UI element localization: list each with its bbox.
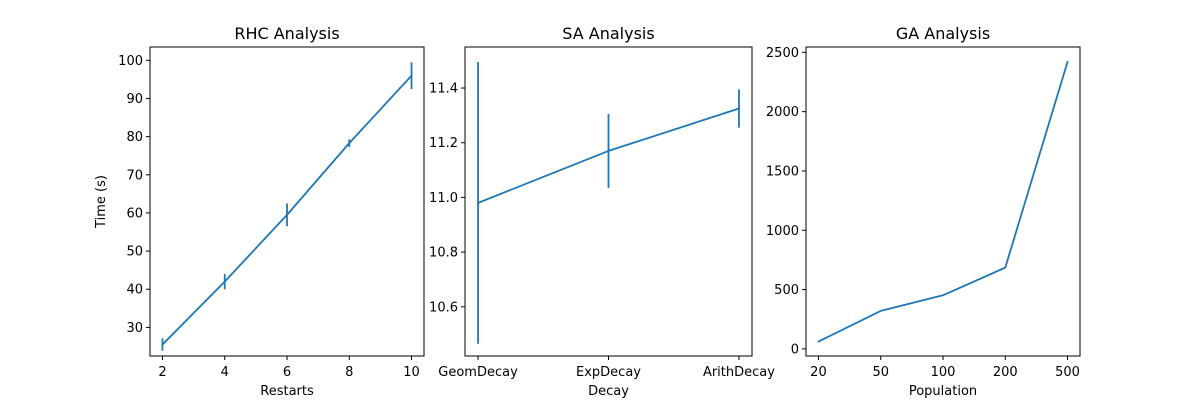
x-axis-label: Restarts [260, 384, 314, 399]
y-axis-label: Time (s) [94, 175, 109, 229]
y-tick-label: 40 [126, 283, 143, 298]
x-tick-label: 100 [931, 365, 956, 380]
y-tick-label: 80 [126, 130, 143, 145]
x-tick-label: GeomDecay [438, 365, 518, 380]
y-tick-label: 30 [126, 321, 143, 336]
y-tick-label: 1500 [766, 164, 799, 179]
y-tick-label: 1000 [766, 224, 799, 239]
y-tick-label: 11.4 [429, 82, 458, 97]
chart-title: RHC Analysis [234, 24, 339, 43]
x-tick-label: ExpDecay [576, 365, 641, 380]
y-tick-label: 10.8 [429, 246, 458, 261]
axes-frame [149, 46, 425, 357]
x-tick-label: 8 [345, 365, 353, 380]
axes-frame [805, 46, 1081, 357]
x-tick-label: 200 [993, 365, 1018, 380]
axes-frame [464, 46, 753, 357]
x-tick-label: 50 [872, 365, 889, 380]
y-tick-label: 60 [126, 206, 143, 221]
x-tick-label: 4 [221, 365, 229, 380]
y-tick-label: 2000 [766, 105, 799, 120]
x-axis-label: Decay [588, 384, 629, 399]
chart-title: GA Analysis [896, 24, 990, 43]
chart-panel-2: SA Analysis 10.6 10.8 11.0 11.2 11.4 GeomDecay… [429, 24, 775, 399]
y-tick-label: 0 [791, 342, 799, 357]
y-tick-label: 500 [774, 283, 799, 298]
x-axis-label: Population [909, 384, 977, 399]
chart-title: SA Analysis [562, 24, 654, 43]
y-tick-label: 11.0 [429, 191, 458, 206]
x-tick-label: 10 [403, 365, 420, 380]
chart-panel-1: RHC Analysis 30 40 50 60 70 80 90 100 2 4 6 8 10 Resta… [94, 24, 425, 399]
x-tick-label: 2 [158, 365, 166, 380]
y-tick-label: 100 [118, 54, 143, 69]
y-tick-label: 2500 [766, 46, 799, 61]
series-line [817, 60, 1069, 343]
y-tick-label: 10.6 [429, 300, 458, 315]
y-tick-label: 11.2 [429, 136, 458, 151]
x-tick-label: 20 [810, 365, 827, 380]
x-tick-label: 500 [1055, 365, 1080, 380]
y-tick-label: 50 [126, 245, 143, 260]
y-tick-label: 90 [126, 92, 143, 107]
chart-panel-3: GA Analysis 0 500 1000 1500 2000 2500 20 50 100 20… [766, 24, 1081, 399]
x-tick-label: ArithDecay [703, 365, 775, 380]
x-tick-label: 6 [283, 365, 291, 380]
y-tick-label: 70 [126, 168, 143, 183]
